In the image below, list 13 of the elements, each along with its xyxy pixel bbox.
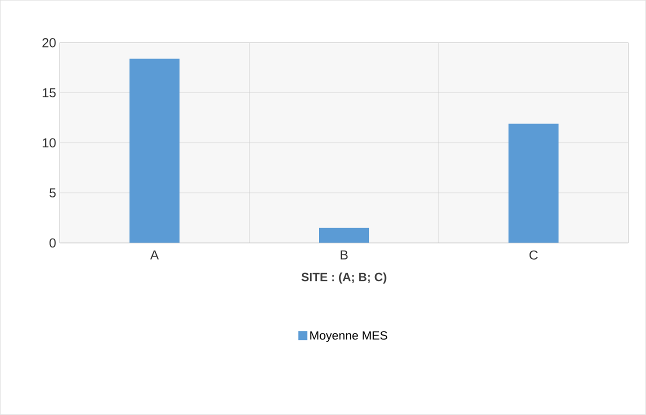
x-tick-label: C [530, 250, 538, 260]
y-tick-label: 10 [42, 138, 56, 148]
legend-label: Moyenne MES [310, 331, 388, 342]
y-tick-label: 20 [42, 38, 56, 48]
x-axis-title: SITE : (A; B; C) [301, 272, 386, 284]
bar [508, 124, 559, 244]
x-tick-label: B [340, 250, 348, 260]
bar [319, 228, 370, 244]
y-tick-label: 0 [50, 238, 56, 248]
y-tick-label: 15 [42, 88, 56, 98]
bar [129, 58, 180, 244]
y-tick-label: 5 [50, 188, 56, 198]
x-tick-label: A [150, 250, 159, 260]
